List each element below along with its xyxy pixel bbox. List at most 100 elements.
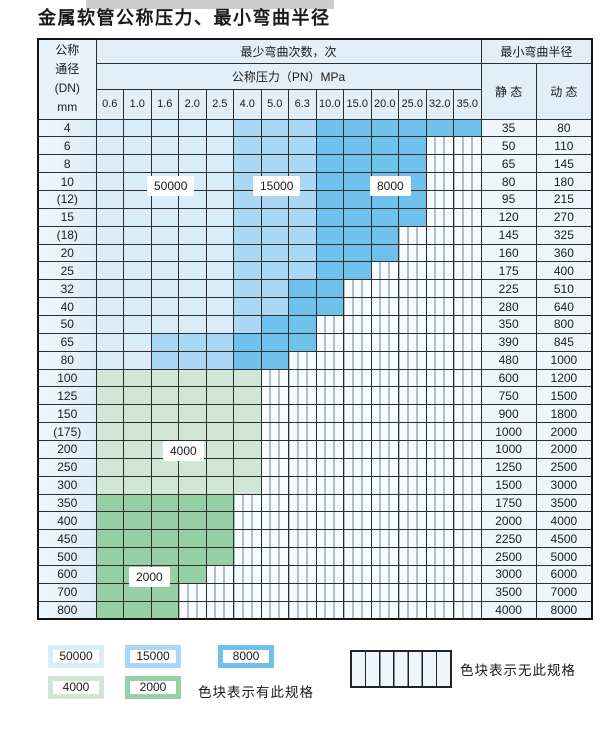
dynamic-radius-cell: 80 bbox=[535, 118, 593, 138]
table-row-dn-18: (18) 145 325 bbox=[37, 225, 593, 245]
no-spec-cell bbox=[453, 368, 482, 388]
spec-cell-8000 bbox=[425, 118, 454, 138]
static-radius-cell: 750 bbox=[480, 386, 537, 406]
dn-cell: 50 bbox=[37, 314, 97, 334]
spec-cell-8000 bbox=[343, 189, 372, 209]
dynamic-radius-cell: 4000 bbox=[535, 511, 593, 531]
no-spec-cell bbox=[343, 493, 372, 513]
dynamic-radius-cell: 5000 bbox=[535, 547, 593, 566]
no-spec-cell bbox=[453, 457, 482, 477]
spec-cell-4000 bbox=[233, 439, 262, 459]
pressure-col-header-4.0: 4.0 bbox=[233, 88, 262, 120]
spec-cell-4000 bbox=[205, 368, 234, 388]
spec-cell-4000 bbox=[123, 386, 152, 406]
spec-cell-50000 bbox=[123, 172, 152, 191]
no-spec-cell bbox=[288, 404, 317, 424]
no-spec-cell bbox=[370, 529, 399, 549]
no-spec-cell bbox=[288, 600, 317, 620]
spec-cell-50000 bbox=[205, 189, 234, 209]
no-spec-cell bbox=[398, 404, 427, 424]
no-spec-cell bbox=[425, 529, 454, 549]
spec-cell-50000 bbox=[123, 279, 152, 299]
no-spec-cell bbox=[453, 404, 482, 424]
spec-cell-50000 bbox=[123, 207, 152, 227]
static-radius-cell: 4000 bbox=[480, 600, 537, 620]
spec-cell-15000 bbox=[233, 314, 262, 334]
dynamic-header: 动 态 bbox=[535, 62, 593, 120]
spec-cell-15000 bbox=[233, 243, 262, 263]
spec-cell-4000 bbox=[233, 386, 262, 406]
no-spec-cell bbox=[370, 332, 399, 352]
no-spec-cell bbox=[260, 404, 289, 424]
dynamic-radius-cell: 640 bbox=[535, 297, 593, 316]
spec-cell-15000 bbox=[288, 261, 317, 281]
no-spec-cell bbox=[343, 564, 372, 584]
no-spec-cell bbox=[425, 154, 454, 174]
no-spec-cell bbox=[288, 493, 317, 513]
table-row-dn-12: (12) 95 215 bbox=[37, 189, 593, 209]
scan-artifact bbox=[86, 0, 334, 9]
spec-cell-50000 bbox=[95, 279, 124, 299]
spec-cell-4000 bbox=[123, 457, 152, 477]
dynamic-radius-cell: 800 bbox=[535, 314, 593, 334]
spec-cell-15000 bbox=[178, 332, 207, 352]
no-spec-cell bbox=[233, 547, 262, 566]
pressure-col-header-2.0: 2.0 bbox=[178, 88, 207, 120]
no-spec-cell bbox=[425, 261, 454, 281]
no-spec-cell bbox=[453, 493, 482, 513]
spec-cell-2000 bbox=[123, 493, 152, 513]
no-spec-cell bbox=[398, 564, 427, 584]
spec-cell-50000 bbox=[205, 243, 234, 263]
no-spec-cell bbox=[260, 386, 289, 406]
spec-cell-50000 bbox=[123, 350, 152, 370]
no-spec-cell bbox=[453, 422, 482, 441]
no-spec-cell bbox=[315, 529, 344, 549]
spec-cell-8000 bbox=[315, 261, 344, 281]
spec-cell-2000 bbox=[205, 529, 234, 549]
static-radius-cell: 145 bbox=[480, 225, 537, 245]
spec-cell-15000 bbox=[260, 207, 289, 227]
no-spec-cell bbox=[315, 332, 344, 352]
no-spec-cell bbox=[398, 439, 427, 459]
no-spec-cell bbox=[453, 279, 482, 299]
spec-cell-15000 bbox=[233, 207, 262, 227]
dn-cell: 8 bbox=[37, 154, 97, 174]
legend-swatch-4000: 4000 bbox=[48, 676, 104, 699]
spec-cell-15000 bbox=[233, 261, 262, 281]
static-radius-cell: 225 bbox=[480, 279, 537, 299]
no-spec-cell bbox=[343, 404, 372, 424]
no-spec-cell bbox=[315, 547, 344, 566]
spec-cell-50000 bbox=[150, 136, 179, 156]
spec-cell-8000 bbox=[398, 118, 427, 138]
spec-cell-4000 bbox=[233, 475, 262, 495]
dynamic-radius-cell: 1500 bbox=[535, 386, 593, 406]
no-spec-cell bbox=[260, 547, 289, 566]
no-spec-cell bbox=[398, 261, 427, 281]
page-title: 金属软管公称压力、最小弯曲半径 bbox=[38, 8, 331, 29]
spec-cell-4000 bbox=[205, 475, 234, 495]
no-spec-cell bbox=[453, 350, 482, 370]
spec-cell-8000 bbox=[343, 118, 372, 138]
spec-cell-4000 bbox=[123, 368, 152, 388]
no-spec-cell bbox=[288, 386, 317, 406]
spec-cell-4000 bbox=[178, 475, 207, 495]
spec-cell-50000 bbox=[178, 279, 207, 299]
legend-hatch-swatch bbox=[350, 650, 452, 688]
no-spec-cell bbox=[453, 564, 482, 584]
spec-cell-50000 bbox=[95, 243, 124, 263]
static-radius-cell: 3000 bbox=[480, 564, 537, 584]
spec-cell-50000 bbox=[123, 118, 152, 138]
dn-cell: 20 bbox=[37, 243, 97, 263]
no-spec-cell bbox=[315, 493, 344, 513]
pressure-col-header-1.6: 1.6 bbox=[150, 88, 179, 120]
table-row-dn-25: 25 175 400 bbox=[37, 261, 593, 281]
no-spec-cell bbox=[260, 493, 289, 513]
spec-cell-4000 bbox=[178, 457, 207, 477]
spec-cell-8000 bbox=[315, 225, 344, 245]
dn-cell: 15 bbox=[37, 207, 97, 227]
no-spec-cell bbox=[453, 439, 482, 459]
no-spec-cell bbox=[453, 136, 482, 156]
no-spec-cell bbox=[343, 457, 372, 477]
dn-header-line: (DN) bbox=[54, 81, 80, 96]
no-spec-cell bbox=[370, 297, 399, 316]
